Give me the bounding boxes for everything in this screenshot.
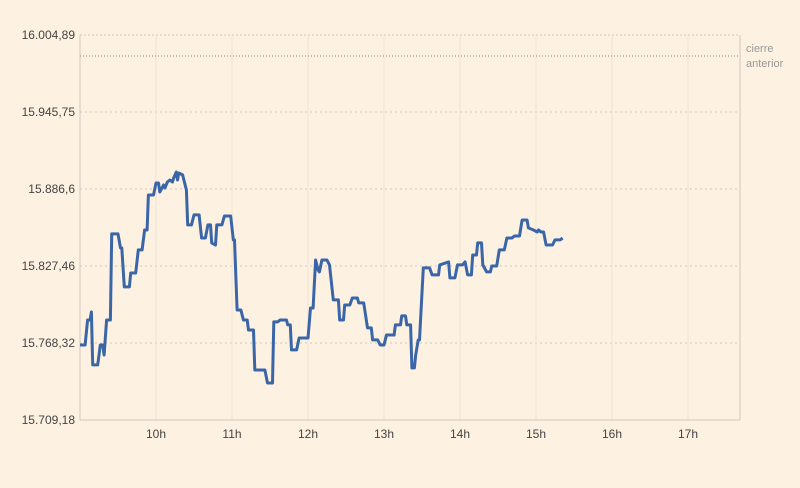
y-tick-label: 15.827,46	[22, 259, 76, 273]
y-tick-label: 15.886,6	[28, 182, 75, 196]
x-tick-label: 17h	[678, 427, 698, 441]
x-tick-label: 13h	[374, 427, 394, 441]
x-axis-ticks: 10h 11h 12h 13h 14h 15h 16h 17h	[146, 427, 698, 441]
y-tick-label: 15.768,32	[22, 336, 76, 350]
previous-close-label-line1: cierre	[746, 43, 774, 55]
grid	[80, 34, 740, 420]
y-tick-label: 15.709,18	[22, 413, 76, 427]
y-axis-ticks: 16.004,89 15.945,75 15.886,6 15.827,46 15.76…	[22, 28, 76, 427]
x-tick-label: 10h	[146, 427, 166, 441]
x-tick-label: 12h	[298, 427, 318, 441]
axes	[79, 35, 741, 421]
previous-close-label-line2: anterior	[746, 58, 784, 70]
x-tick-label: 16h	[602, 427, 622, 441]
y-tick-label: 15.945,75	[22, 105, 76, 119]
x-tick-label: 14h	[450, 427, 470, 441]
x-tick-label: 11h	[222, 427, 241, 441]
y-tick-label: 16.004,89	[22, 28, 76, 42]
previous-close-reference: cierre anterior	[80, 43, 784, 70]
price-line	[80, 170, 564, 385]
x-tick-label: 15h	[526, 427, 546, 441]
